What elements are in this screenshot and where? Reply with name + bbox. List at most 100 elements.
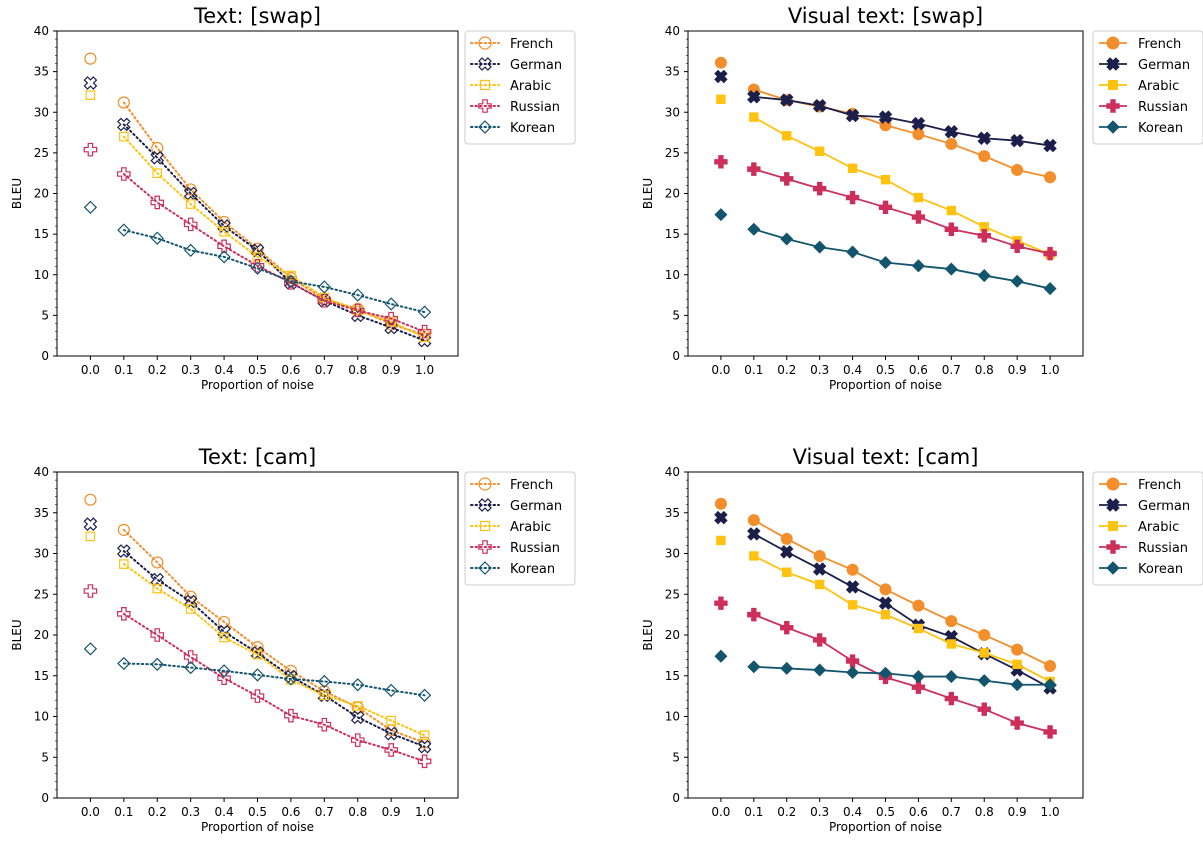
x-tick-label: 0.8 xyxy=(975,805,994,819)
x-tick-label: 0.0 xyxy=(81,805,100,819)
y-tick-label: 0 xyxy=(672,791,680,805)
legend-label: Arabic xyxy=(510,79,551,94)
data-point xyxy=(878,256,893,270)
legend-marker xyxy=(1106,477,1120,491)
series-line xyxy=(753,519,1051,667)
legend-marker xyxy=(479,520,491,532)
legend-label: Korean xyxy=(510,562,555,577)
data-point xyxy=(417,754,432,769)
y-axis-label: BLEU xyxy=(641,178,655,209)
data-point xyxy=(749,112,759,122)
data-point xyxy=(845,654,860,668)
data-point xyxy=(284,672,298,686)
data-point xyxy=(217,250,231,264)
data-point xyxy=(319,690,330,701)
legend-marker xyxy=(478,477,492,491)
series-line xyxy=(122,528,426,744)
x-tick-label: 0.1 xyxy=(744,363,763,377)
legend-label: French xyxy=(1138,37,1181,52)
data-point xyxy=(944,670,958,684)
data-point xyxy=(350,303,365,318)
data-point xyxy=(845,190,860,205)
data-point xyxy=(911,680,926,694)
data-point xyxy=(84,493,97,506)
legend-label: Arabic xyxy=(1138,520,1179,535)
legend-frame xyxy=(1092,30,1203,145)
data-point xyxy=(117,96,130,109)
data-point xyxy=(150,231,164,245)
y-tick-label: 5 xyxy=(41,750,49,764)
x-tick-label: 0.0 xyxy=(81,363,100,377)
series-line xyxy=(753,228,1051,290)
y-tick-label: 10 xyxy=(34,710,49,724)
legend-marker xyxy=(479,79,491,91)
data-point xyxy=(977,269,991,283)
legend-marker xyxy=(1106,540,1120,554)
data-point xyxy=(117,607,131,621)
data-point xyxy=(878,596,893,610)
y-tick-label: 10 xyxy=(665,268,680,282)
data-point xyxy=(878,666,893,680)
data-point xyxy=(217,219,231,233)
data-point xyxy=(83,142,98,157)
x-tick-label: 1.0 xyxy=(1041,805,1060,819)
series-line xyxy=(122,229,426,314)
data-point xyxy=(350,733,365,747)
data-point xyxy=(1043,138,1057,153)
series-line xyxy=(122,662,426,697)
data-point xyxy=(417,324,432,339)
series-french xyxy=(714,497,1057,672)
x-tick-label: 0.7 xyxy=(315,805,334,819)
data-point xyxy=(317,674,331,689)
data-point xyxy=(780,545,794,559)
data-point xyxy=(317,293,332,308)
data-point xyxy=(977,229,991,243)
y-tick-label: 0 xyxy=(41,349,49,363)
data-point xyxy=(250,668,265,682)
chart-panel-4: Visual text: [cam] 0 5 10 15 20 25 30 35 40 0.0 0.1… xyxy=(641,445,1203,834)
data-point xyxy=(944,262,958,276)
x-tick-label: 0.1 xyxy=(114,805,133,819)
legend-label: German xyxy=(510,499,562,514)
y-tick-label: 25 xyxy=(665,587,680,601)
y-tick-label: 20 xyxy=(665,628,680,642)
data-point xyxy=(847,163,858,174)
data-point xyxy=(185,199,196,209)
series-korean xyxy=(714,649,1057,692)
axes-frame xyxy=(687,30,1084,357)
data-point xyxy=(85,90,96,100)
data-point xyxy=(716,94,726,104)
series-korean xyxy=(714,208,1057,296)
data-point xyxy=(782,131,792,141)
series-arabic xyxy=(85,531,430,741)
data-point xyxy=(1043,678,1057,692)
series-korean xyxy=(83,200,432,319)
data-point xyxy=(977,674,991,688)
data-point xyxy=(184,590,197,603)
data-point xyxy=(1011,163,1024,176)
data-point xyxy=(946,205,957,216)
data-point xyxy=(714,596,728,610)
y-tick-label: 35 xyxy=(34,65,49,79)
y-tick-label: 20 xyxy=(665,187,680,201)
data-point xyxy=(250,261,265,275)
data-point xyxy=(386,715,396,726)
data-point xyxy=(878,200,893,215)
x-tick-label: 0.4 xyxy=(843,363,862,377)
data-point xyxy=(813,549,826,562)
series-line xyxy=(122,612,426,763)
y-tick-label: 5 xyxy=(672,308,680,322)
data-point xyxy=(116,117,131,132)
chart-panel-2: Visual text: [swap] 0 5 10 15 20 25 30 35 40 0.0 0.… xyxy=(641,4,1203,392)
legend-label: Russian xyxy=(510,100,560,115)
data-point xyxy=(944,125,959,139)
series-russian xyxy=(714,155,1057,261)
data-point xyxy=(417,688,432,702)
data-point xyxy=(880,174,891,185)
data-point xyxy=(812,99,827,113)
x-tick-label: 1.0 xyxy=(415,805,434,819)
y-tick-label: 35 xyxy=(665,65,680,79)
data-point xyxy=(813,663,827,677)
data-point xyxy=(845,580,860,594)
y-tick-label: 10 xyxy=(34,268,49,282)
